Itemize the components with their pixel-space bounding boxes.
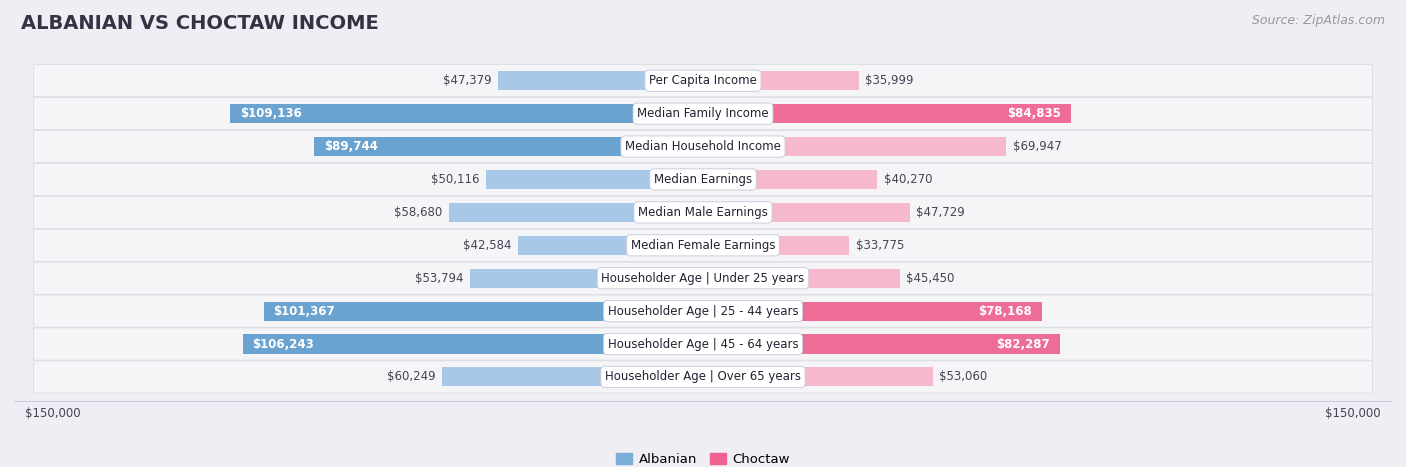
Text: Per Capita Income: Per Capita Income [650,74,756,87]
Bar [486,170,703,189]
FancyBboxPatch shape [34,64,1372,97]
Legend: Albanian, Choctaw: Albanian, Choctaw [610,447,796,467]
Text: $47,729: $47,729 [917,206,965,219]
Text: $78,168: $78,168 [979,304,1032,318]
Bar [703,368,934,387]
FancyBboxPatch shape [34,229,1372,262]
Text: $106,243: $106,243 [253,338,314,351]
Text: Source: ZipAtlas.com: Source: ZipAtlas.com [1251,14,1385,27]
Bar [314,137,703,156]
Text: ALBANIAN VS CHOCTAW INCOME: ALBANIAN VS CHOCTAW INCOME [21,14,378,33]
FancyBboxPatch shape [34,262,1372,294]
Text: Householder Age | Over 65 years: Householder Age | Over 65 years [605,370,801,383]
Bar [703,203,910,222]
Text: Householder Age | Under 25 years: Householder Age | Under 25 years [602,272,804,285]
Text: Median Male Earnings: Median Male Earnings [638,206,768,219]
FancyBboxPatch shape [34,163,1372,196]
Text: $101,367: $101,367 [274,304,335,318]
Text: $42,584: $42,584 [464,239,512,252]
Bar [243,334,703,354]
Text: $82,287: $82,287 [997,338,1050,351]
Text: $40,270: $40,270 [884,173,932,186]
FancyBboxPatch shape [34,361,1372,393]
FancyBboxPatch shape [34,98,1372,130]
Bar [703,104,1070,123]
FancyBboxPatch shape [34,328,1372,360]
Text: $35,999: $35,999 [866,74,914,87]
Text: $50,116: $50,116 [430,173,479,186]
Bar [498,71,703,90]
FancyBboxPatch shape [34,130,1372,163]
Bar [264,302,703,321]
Text: $89,744: $89,744 [323,140,378,153]
Text: $58,680: $58,680 [394,206,443,219]
Bar [231,104,703,123]
Text: Median Family Income: Median Family Income [637,107,769,120]
Text: Householder Age | 45 - 64 years: Householder Age | 45 - 64 years [607,338,799,351]
Text: Median Female Earnings: Median Female Earnings [631,239,775,252]
Text: Householder Age | 25 - 44 years: Householder Age | 25 - 44 years [607,304,799,318]
Bar [703,236,849,255]
FancyBboxPatch shape [34,295,1372,327]
Text: $47,379: $47,379 [443,74,491,87]
Bar [703,302,1042,321]
Text: $33,775: $33,775 [856,239,904,252]
Bar [703,170,877,189]
Bar [703,269,900,288]
Text: Median Earnings: Median Earnings [654,173,752,186]
Bar [703,137,1007,156]
Bar [519,236,703,255]
Text: $45,450: $45,450 [907,272,955,285]
Text: $60,249: $60,249 [387,370,436,383]
Text: $84,835: $84,835 [1007,107,1062,120]
Text: Median Household Income: Median Household Income [626,140,780,153]
FancyBboxPatch shape [34,196,1372,228]
Bar [470,269,703,288]
Bar [703,71,859,90]
Text: $109,136: $109,136 [240,107,302,120]
Bar [449,203,703,222]
Text: $69,947: $69,947 [1012,140,1062,153]
Text: $53,060: $53,060 [939,370,987,383]
Bar [441,368,703,387]
Bar [703,334,1060,354]
Text: $53,794: $53,794 [415,272,464,285]
